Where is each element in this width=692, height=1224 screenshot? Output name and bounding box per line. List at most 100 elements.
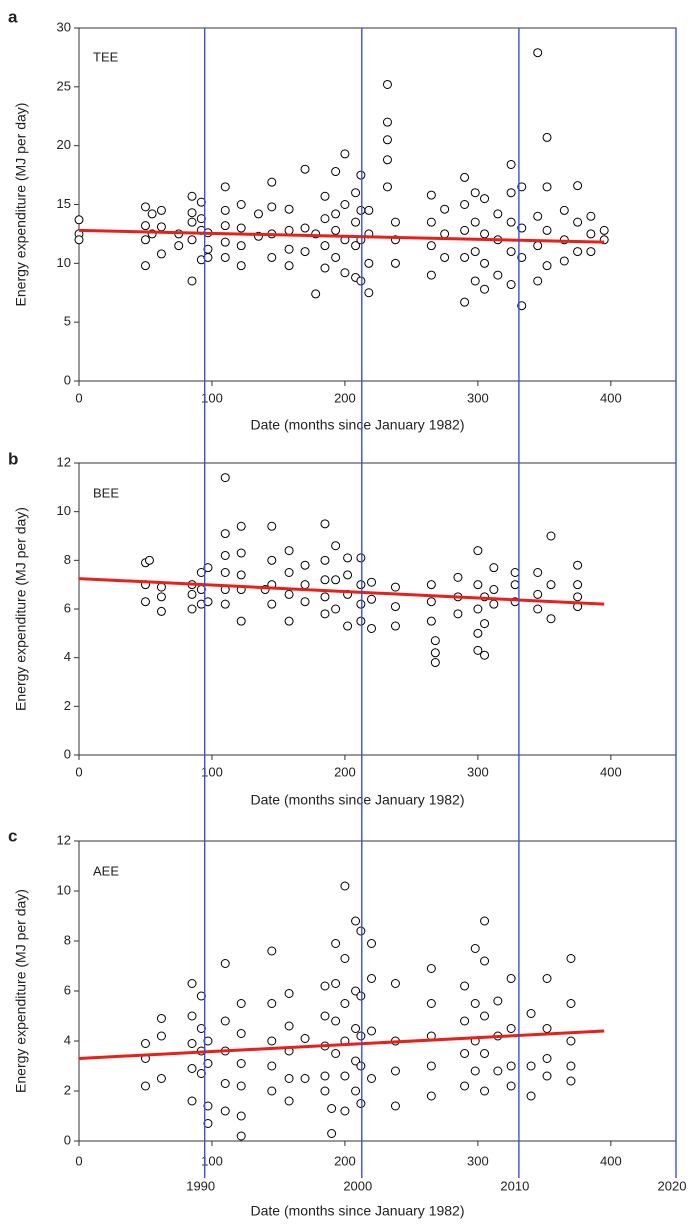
data-point	[236, 1111, 246, 1121]
data-point	[320, 1011, 330, 1021]
data-point	[356, 553, 366, 563]
data-point	[340, 881, 350, 891]
data-point	[236, 200, 246, 209]
data-point	[187, 604, 197, 614]
data-point	[533, 211, 543, 221]
data-point	[187, 979, 197, 988]
data-point	[340, 1071, 350, 1081]
data-point	[331, 252, 341, 262]
y-tick-label: 4	[64, 1032, 71, 1047]
data-point	[390, 621, 400, 631]
data-point	[340, 149, 350, 159]
data-point	[460, 297, 470, 307]
data-point	[203, 597, 213, 607]
data-point	[300, 247, 310, 257]
data-point	[156, 249, 166, 259]
data-point	[533, 276, 543, 286]
data-point	[236, 1081, 246, 1091]
data-point	[300, 164, 310, 174]
data-point	[493, 209, 503, 219]
y-tick-label: 12	[57, 454, 71, 469]
data-point	[426, 190, 436, 200]
data-point	[517, 252, 527, 262]
data-point	[74, 215, 84, 225]
data-point	[356, 926, 366, 936]
data-point	[473, 580, 483, 590]
data-point	[426, 999, 436, 1008]
data-point	[364, 205, 374, 215]
data-point	[493, 996, 503, 1006]
data-point	[320, 519, 330, 529]
data-point	[236, 1029, 246, 1038]
data-point	[284, 546, 294, 556]
data-point	[220, 529, 230, 539]
y-tick-label: 10	[57, 255, 71, 270]
data-point	[327, 1129, 337, 1138]
data-point	[253, 209, 263, 219]
data-point	[311, 289, 321, 299]
data-point	[156, 205, 166, 215]
data-point	[351, 916, 361, 926]
data-point	[156, 1074, 166, 1083]
data-point	[542, 182, 552, 192]
data-point	[489, 563, 499, 573]
data-point	[426, 1091, 436, 1101]
data-point	[203, 252, 213, 262]
data-point	[460, 1016, 470, 1026]
data-point	[526, 1061, 536, 1071]
data-point	[480, 284, 490, 294]
data-point	[542, 1071, 552, 1081]
data-point	[320, 1071, 330, 1081]
data-point	[493, 270, 503, 280]
data-point	[356, 580, 366, 590]
data-point	[187, 1039, 197, 1048]
x-tick-label: 300	[467, 764, 489, 779]
data-point	[187, 589, 197, 599]
data-point	[343, 553, 353, 563]
data-point	[367, 623, 377, 633]
data-point	[267, 252, 277, 262]
data-point	[542, 1024, 552, 1033]
data-point	[470, 944, 480, 953]
data-point	[426, 616, 436, 626]
data-point	[586, 211, 596, 221]
data-point	[351, 217, 361, 227]
data-point	[510, 568, 520, 577]
data-point	[236, 616, 246, 626]
data-point	[566, 999, 576, 1008]
data-point	[480, 258, 490, 268]
data-point	[573, 181, 583, 191]
data-point	[300, 560, 310, 570]
data-point	[480, 619, 490, 629]
data-point	[440, 204, 450, 214]
data-point	[340, 200, 350, 209]
plot-frame	[78, 27, 677, 382]
data-point	[320, 214, 330, 224]
data-point	[156, 592, 166, 602]
data-point	[473, 604, 483, 614]
data-point	[480, 956, 490, 966]
data-point	[220, 252, 230, 262]
data-point	[331, 979, 341, 988]
x-tick-label: 100	[201, 764, 223, 779]
data-point	[284, 1021, 294, 1031]
data-point	[390, 582, 400, 592]
y-axis-title: Energy expenditure (MJ per day)	[13, 507, 29, 711]
y-tick-label: 25	[57, 78, 71, 93]
data-point	[533, 241, 543, 251]
y-tick-label: 20	[57, 137, 71, 152]
y-tick-label: 10	[57, 503, 71, 518]
data-point	[367, 1026, 377, 1036]
data-point	[526, 1091, 536, 1101]
data-point	[284, 244, 294, 254]
data-point	[356, 1099, 366, 1108]
data-point	[340, 268, 350, 278]
data-point	[267, 1036, 277, 1046]
data-point	[267, 1086, 277, 1096]
data-point	[480, 916, 490, 926]
data-point	[440, 229, 450, 239]
data-point	[74, 235, 84, 245]
panel-letter: c	[8, 826, 17, 845]
data-point	[331, 939, 341, 948]
